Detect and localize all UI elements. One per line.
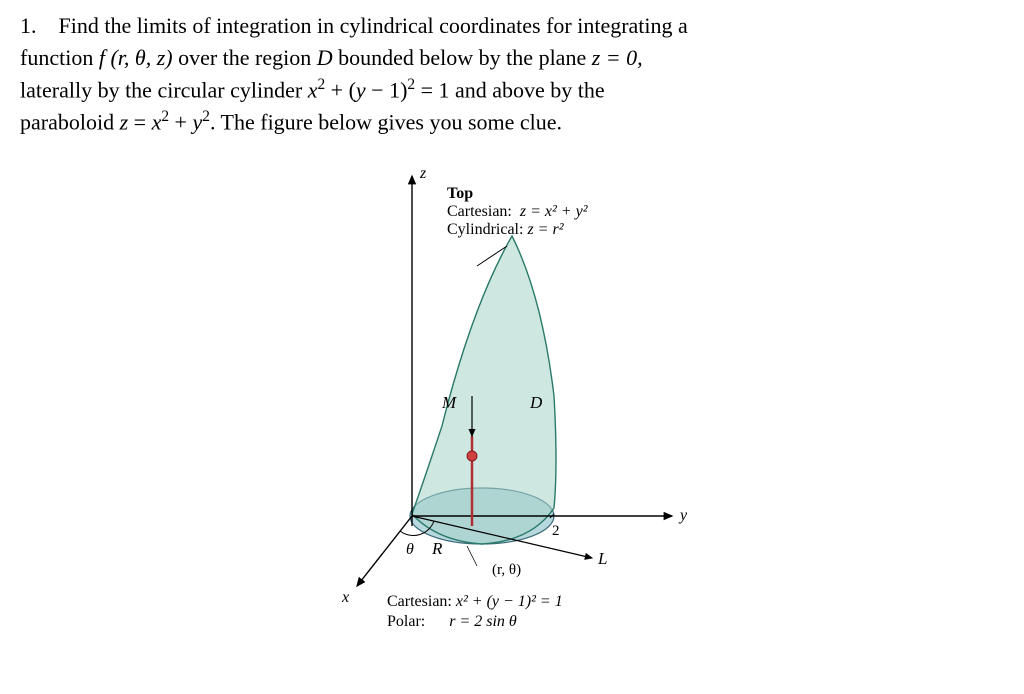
regionD: D: [317, 45, 333, 70]
x-axis-label: x: [341, 589, 349, 606]
two-label: 2: [552, 523, 560, 539]
line2b: over the region: [173, 45, 317, 70]
line4b: . The figure below gives you some clue.: [210, 109, 562, 134]
top-cyl-eq: z = r²: [526, 221, 564, 238]
cyl-plus: + (: [325, 77, 356, 102]
par-z: z: [120, 109, 129, 134]
top-cart-eq: z = x² + y²: [519, 203, 589, 220]
line4a: paraboloid: [20, 109, 120, 134]
D-label: D: [529, 393, 543, 412]
line2c: bounded below by the plane: [333, 45, 592, 70]
line3a: laterally by the circular cylinder: [20, 77, 308, 102]
cyl-eq1: = 1 and above by the: [415, 77, 605, 102]
x-axis: [357, 516, 412, 586]
top-cart-lbl: Cartesian:: [447, 203, 512, 220]
line1: Find the limits of integration in cylind…: [59, 13, 688, 38]
paraboloid-surface: [412, 236, 556, 544]
rtheta-label: (r, θ): [492, 562, 521, 578]
par-y: y: [192, 109, 202, 134]
top-block: Top Cartesian: z = x² + y² Cylindrical: …: [447, 185, 592, 238]
cyl-x: x: [308, 77, 318, 102]
func: f (r, θ, z): [99, 45, 173, 70]
top-title: Top: [447, 185, 473, 202]
problem-text: 1. Find the limits of integration in cyl…: [20, 10, 1004, 138]
par-x: x: [152, 109, 162, 134]
planeEq: z = 0,: [592, 45, 643, 70]
L-label: L: [597, 549, 607, 568]
figure-container: z y x L θ R (r, θ) 2 M D Top Ca: [20, 146, 1004, 646]
bot-cart-eq: x² + (y − 1)² = 1: [455, 593, 563, 610]
z-axis-label: z: [419, 165, 427, 182]
figure-svg: z y x L θ R (r, θ) 2 M D Top Ca: [302, 146, 722, 646]
cyl-m1: − 1): [366, 77, 408, 102]
bot-cart-lbl: Cartesian:: [387, 593, 452, 610]
cyl-y: y: [356, 77, 366, 102]
bot-polar-lbl: Polar:: [387, 613, 425, 630]
bottom-block: Cartesian: x² + (y − 1)² = 1 Polar: r = …: [387, 593, 567, 630]
rtheta-pointer: [467, 546, 477, 566]
top-cyl-lbl: Cylindrical:: [447, 221, 523, 238]
R-label: R: [431, 539, 443, 558]
par-eq: =: [128, 109, 151, 134]
bot-polar-eq: r = 2 sin θ: [449, 613, 517, 630]
problem-number: 1.: [20, 13, 37, 38]
M-dot: [467, 451, 477, 461]
par-plus: +: [169, 109, 192, 134]
theta-label: θ: [406, 541, 414, 558]
M-label: M: [441, 393, 457, 412]
y-axis-label: y: [678, 507, 688, 524]
line2a: function: [20, 45, 99, 70]
